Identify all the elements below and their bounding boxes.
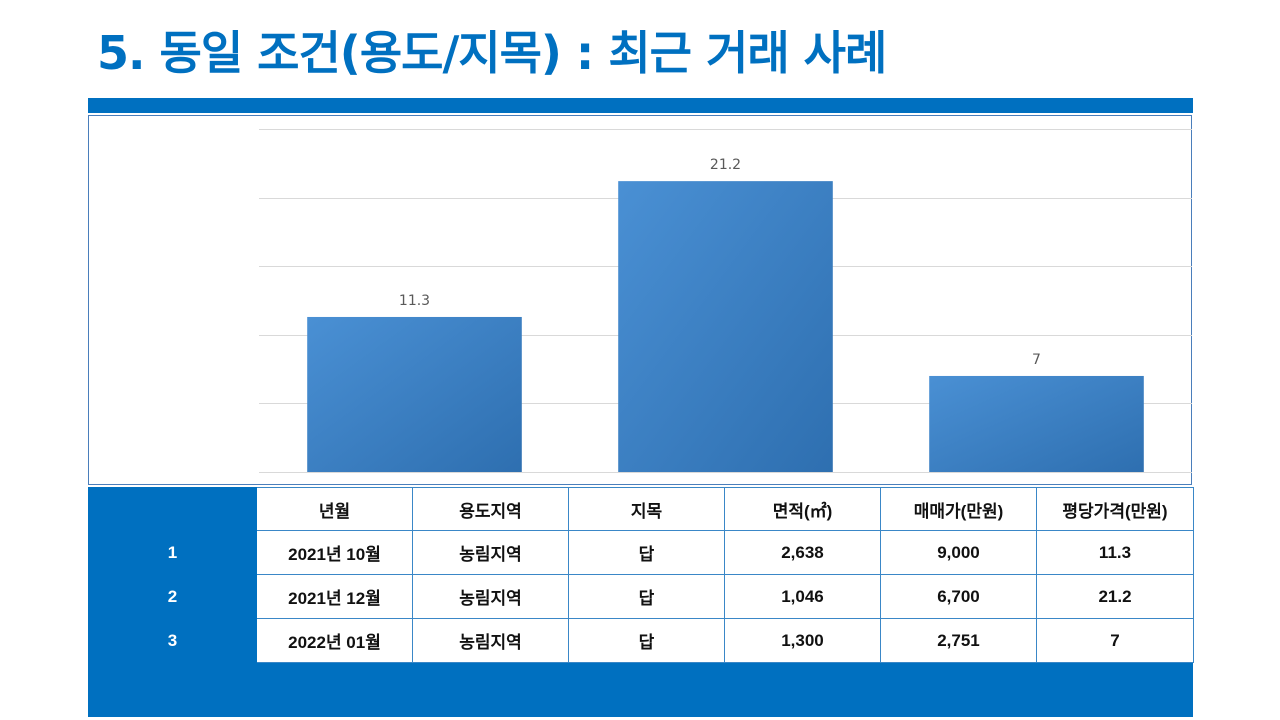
table-header-cell — [88, 487, 257, 531]
table-row: 1 2021년 10월 농림지역 답 2,638 9,000 11.3 — [88, 530, 1194, 575]
table-cell: 답 — [568, 574, 725, 619]
table-cell: 2021년 10월 — [256, 530, 413, 575]
bar-chart-svg: 11.3 21.2 7 — [259, 129, 1192, 473]
table-cell: 11.3 — [1036, 530, 1194, 575]
table-cell: 6,700 — [880, 574, 1037, 619]
table-header-cell: 평당가격(만원) — [1036, 487, 1194, 531]
footer-bar — [88, 663, 1193, 717]
table-header-cell: 지목 — [568, 487, 725, 531]
bar — [307, 316, 522, 472]
table-header-cell: 용도지역 — [412, 487, 569, 531]
table-cell: 2,638 — [724, 530, 881, 575]
table-header-cell: 매매가(만원) — [880, 487, 1037, 531]
page-title: 5. 동일 조건(용도/지목) : 최근 거래 사례 — [97, 26, 887, 80]
row-index-cell: 2 — [88, 574, 257, 619]
table-cell: 답 — [568, 530, 725, 575]
table-cell: 9,000 — [880, 530, 1037, 575]
bar-chart: 11.3 21.2 7 — [88, 115, 1192, 485]
bar — [929, 375, 1144, 472]
table-cell: 농림지역 — [412, 530, 569, 575]
table-header-cell: 면적(㎡) — [724, 487, 881, 531]
row-index-cell: 3 — [88, 618, 257, 663]
bar — [618, 181, 833, 473]
table-cell: 답 — [568, 618, 725, 663]
row-index-cell: 1 — [88, 530, 257, 575]
title-underline-bar — [88, 98, 1193, 113]
bar-data-label: 21.2 — [710, 157, 741, 173]
bar-data-label: 11.3 — [399, 293, 430, 309]
table-cell: 농림지역 — [412, 618, 569, 663]
table-cell: 21.2 — [1036, 574, 1194, 619]
table-cell: 1,046 — [724, 574, 881, 619]
table-header-cell: 년월 — [256, 487, 413, 531]
table-row: 2 2021년 12월 농림지역 답 1,046 6,700 21.2 — [88, 574, 1194, 619]
table-cell: 2021년 12월 — [256, 574, 413, 619]
bar-data-label: 7 — [1032, 352, 1041, 368]
table-header-row: 년월 용도지역 지목 면적(㎡) 매매가(만원) 평당가격(만원) — [88, 487, 1194, 531]
table-cell: 2022년 01월 — [256, 618, 413, 663]
table-cell: 1,300 — [724, 618, 881, 663]
transaction-table: 년월 용도지역 지목 면적(㎡) 매매가(만원) 평당가격(만원) 1 2021… — [88, 487, 1194, 663]
table-cell: 2,751 — [880, 618, 1037, 663]
table-cell: 농림지역 — [412, 574, 569, 619]
table-cell: 7 — [1036, 618, 1194, 663]
table-row: 3 2022년 01월 농림지역 답 1,300 2,751 7 — [88, 618, 1194, 663]
